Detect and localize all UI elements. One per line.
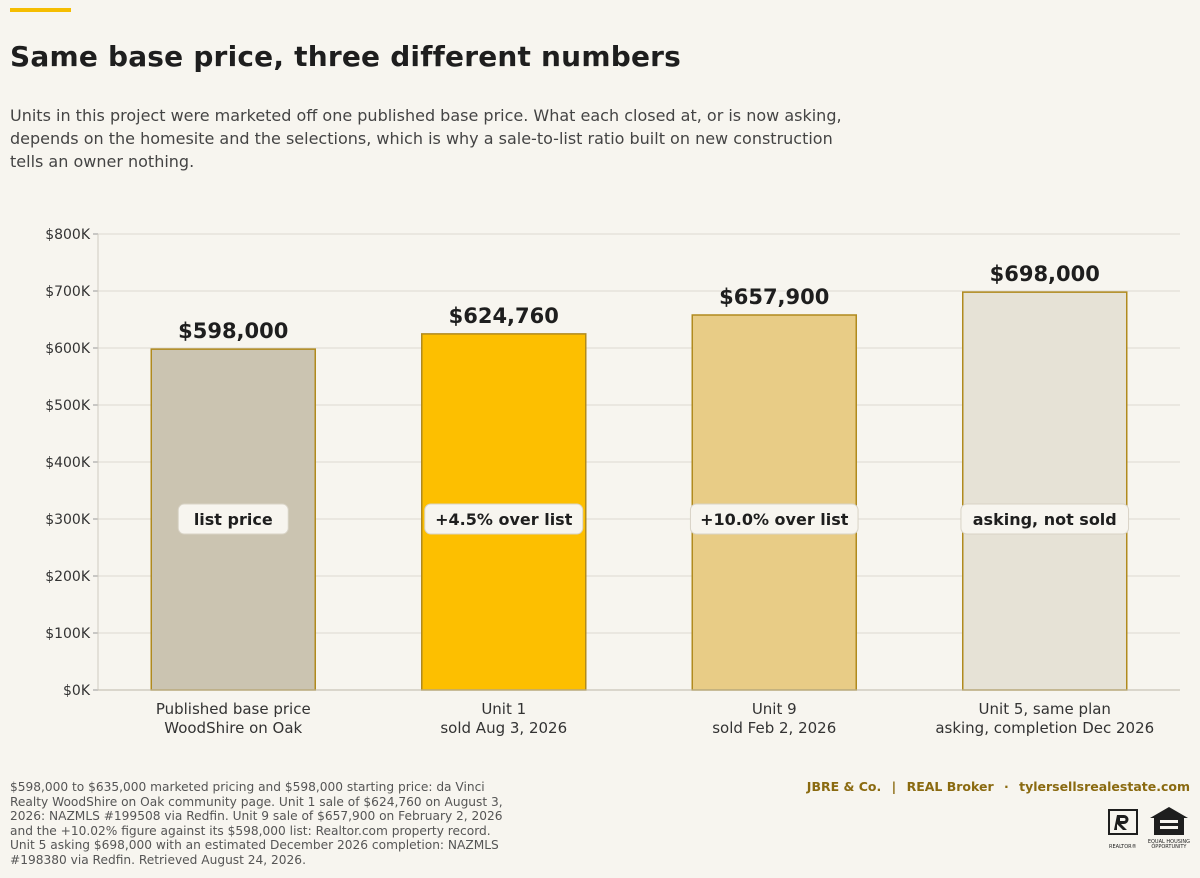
- y-tick-label: $200K: [45, 569, 91, 585]
- brand-broker: REAL Broker: [906, 779, 994, 794]
- y-tick-label: $400K: [45, 455, 91, 471]
- brand-company: JBRE & Co.: [806, 779, 882, 794]
- brand-dot: ·: [1003, 779, 1009, 794]
- chart-title: Same base price, three different numbers: [10, 40, 682, 73]
- bar-value-label: $624,760: [449, 304, 559, 328]
- x-tick-label: Unit 9: [752, 700, 797, 718]
- y-tick-label: $100K: [45, 626, 91, 642]
- equal-housing-icon: EQUAL HOUSING OPPORTUNITY: [1148, 806, 1190, 850]
- x-tick-label: Published base price: [156, 700, 311, 718]
- source-note: $598,000 to $635,000 marketed pricing an…: [10, 780, 503, 867]
- y-tick-label: $700K: [45, 284, 91, 300]
- bar-value-label: $598,000: [178, 319, 288, 343]
- realtor-icon: REALTOR®: [1107, 809, 1138, 850]
- x-tick-sublabel: sold Feb 2, 2026: [712, 719, 836, 737]
- bar-chart: $0K $100K $200K $300K $400K $500K $600K $700K $8…: [45, 227, 1180, 737]
- bar-annotation-box: [689, 503, 859, 535]
- realtor-caption: REALTOR®: [1109, 844, 1137, 850]
- bar-annotation-box: [960, 503, 1130, 535]
- brand-line: JBRE & Co. | REAL Broker · tylersellsrea…: [807, 779, 1190, 794]
- bar: [691, 314, 857, 691]
- bar-annotation-label: +4.5% over list: [435, 510, 573, 529]
- brand-website: tylersellsrealestate.com: [1019, 779, 1190, 794]
- equal-housing-caption-1: EQUAL HOUSING: [1147, 839, 1190, 845]
- x-tick-label: Unit 5, same plan: [979, 700, 1111, 718]
- bar-annotation-label: +10.0% over list: [700, 510, 849, 529]
- x-tick-sublabel: sold Aug 3, 2026: [440, 719, 567, 737]
- y-tick-label: $0K: [63, 683, 91, 699]
- brand-divider: |: [891, 779, 897, 794]
- chart-subtitle: Units in this project were marketed off …: [10, 106, 842, 171]
- bar-annotation-box: [424, 503, 584, 535]
- accent-bar: [10, 8, 71, 12]
- y-tick-label: $300K: [45, 512, 91, 528]
- bar-annotation-label: list price: [194, 510, 273, 529]
- bar-value-label: $698,000: [990, 262, 1100, 286]
- x-tick-sublabel: WoodShire on Oak: [164, 719, 302, 737]
- x-tick-sublabel: asking, completion Dec 2026: [935, 719, 1154, 737]
- bar: [962, 291, 1128, 691]
- equal-housing-caption-2: OPPORTUNITY: [1151, 844, 1187, 850]
- y-tick-label: $500K: [45, 398, 91, 414]
- bar-annotation-box: [177, 503, 289, 535]
- y-tick-label: $800K: [45, 227, 91, 243]
- bar-value-label: $657,900: [719, 285, 829, 309]
- bar-annotation-label: asking, not sold: [973, 510, 1117, 529]
- y-tick-label: $600K: [45, 341, 91, 357]
- badges: REALTOR® EQUAL HOUSING OPPORTUNITY: [1107, 806, 1190, 850]
- x-tick-label: Unit 1: [481, 700, 526, 718]
